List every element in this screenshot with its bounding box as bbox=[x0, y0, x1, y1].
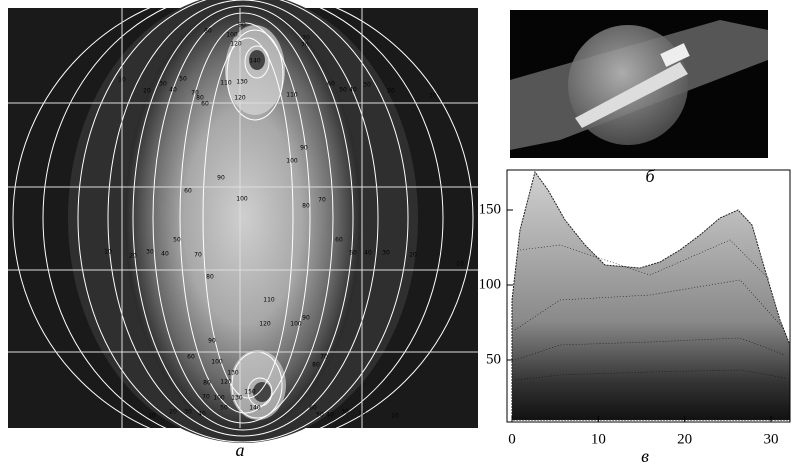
x-tick-label: 20 bbox=[677, 431, 692, 447]
contour-label: 10 bbox=[148, 413, 156, 420]
y-tick-label: 50 bbox=[486, 351, 501, 367]
contour-label: 40 bbox=[364, 250, 372, 257]
contour-label: 40 bbox=[349, 87, 357, 94]
contour-label: 10 bbox=[104, 249, 112, 256]
contour-label: 100 bbox=[290, 321, 302, 328]
contour-label: 60 bbox=[309, 405, 317, 412]
sphere bbox=[568, 25, 688, 145]
contour-label: 50 bbox=[173, 237, 181, 244]
x-tick-label: 30 bbox=[764, 431, 779, 447]
contour-label: 10 bbox=[429, 93, 437, 100]
contour-label: 130 bbox=[227, 370, 239, 377]
contour-label: 90 bbox=[302, 315, 310, 322]
contour-label: 100 bbox=[236, 196, 248, 203]
contour-label: 100 bbox=[226, 32, 238, 39]
contour-label: 110 bbox=[263, 297, 275, 304]
contour-label: 120 bbox=[230, 41, 242, 48]
contour-label: 60 bbox=[201, 101, 209, 108]
contour-label: 70 bbox=[302, 35, 310, 42]
contour-label: 130 bbox=[236, 79, 248, 86]
contour-label: 80 bbox=[302, 203, 310, 210]
contour-label: 60 bbox=[184, 188, 192, 195]
contour-label: 20 bbox=[129, 253, 137, 260]
contour-label: 20 bbox=[169, 409, 177, 416]
contour-label: 60 bbox=[335, 237, 343, 244]
contour-label: 120 bbox=[220, 379, 232, 386]
contour-label: 70 bbox=[202, 394, 210, 401]
contour-label: 150 bbox=[244, 389, 256, 396]
contour-label: 80 bbox=[204, 28, 212, 35]
contour-label: 10 bbox=[391, 413, 399, 420]
contour-label: 30 bbox=[146, 249, 154, 256]
contour-label: 40 bbox=[169, 87, 177, 94]
contour-label: 80 bbox=[206, 274, 214, 281]
contour-label: 40 bbox=[161, 251, 169, 258]
panel-b: б bbox=[510, 10, 768, 186]
surface bbox=[512, 172, 790, 420]
contour-label: 90 bbox=[217, 175, 225, 182]
contour-label: 30 bbox=[363, 82, 371, 89]
contour-label: 20 bbox=[409, 252, 417, 259]
y-tick-label: 150 bbox=[479, 201, 502, 217]
contour-label: 50 bbox=[220, 405, 228, 412]
contour-label: 70 bbox=[320, 354, 328, 361]
panel-label: б bbox=[645, 166, 655, 186]
x-tick-label: 0 bbox=[508, 431, 516, 447]
contour-label: 80 bbox=[312, 362, 320, 369]
contour-label: 50 bbox=[349, 250, 357, 257]
contour-label: 90 bbox=[300, 145, 308, 152]
contour-label: 120 bbox=[234, 95, 246, 102]
y-tick-label: 100 bbox=[479, 276, 502, 292]
contour-label: 30 bbox=[382, 250, 390, 257]
contour-label: 100 bbox=[213, 395, 225, 402]
contour-label: 60 bbox=[187, 354, 195, 361]
panel-label: а bbox=[236, 440, 245, 460]
contour-label: 100 bbox=[286, 158, 298, 165]
contour-label: 70 bbox=[194, 252, 202, 259]
contour-label: 10 bbox=[456, 261, 464, 268]
panel-c: 50 100 150 0 10 20 30 в bbox=[479, 170, 791, 464]
contour-label: 30 bbox=[341, 409, 349, 416]
contour-label: 90 bbox=[208, 338, 216, 345]
contour-label: 140 bbox=[249, 405, 261, 412]
contour-label: 40 bbox=[326, 412, 334, 419]
contour-label: 50 bbox=[179, 76, 187, 83]
x-tick-label: 10 bbox=[591, 431, 606, 447]
contour-label: 70 bbox=[318, 197, 326, 204]
contour-label: 140 bbox=[249, 58, 261, 65]
contour-label: 70 bbox=[301, 42, 309, 49]
contour-label: 110 bbox=[286, 92, 298, 99]
contour-label: 120 bbox=[259, 321, 271, 328]
contour-label: 40 bbox=[198, 411, 206, 418]
contour-label: 90 bbox=[238, 22, 246, 29]
contour-label: 30 bbox=[159, 81, 167, 88]
contour-label: 110 bbox=[220, 80, 232, 87]
contour-label: 80 bbox=[203, 380, 211, 387]
contour-label: 50 bbox=[339, 87, 347, 94]
contour-label: 60 bbox=[327, 81, 335, 88]
contour-label: 50 bbox=[316, 412, 324, 419]
figure: 9080100120707014010203040501101307080601… bbox=[0, 0, 796, 464]
contour-label: 100 bbox=[211, 359, 223, 366]
contour-label: 10 bbox=[118, 77, 126, 84]
contour-label: 30 bbox=[184, 409, 192, 416]
contour-label: 20 bbox=[387, 88, 395, 95]
contour-label: 20 bbox=[358, 411, 366, 418]
zone bbox=[225, 25, 285, 115]
contour-label: 20 bbox=[143, 88, 151, 95]
contour-label: 130 bbox=[231, 395, 243, 402]
panel-label: в bbox=[641, 446, 649, 464]
